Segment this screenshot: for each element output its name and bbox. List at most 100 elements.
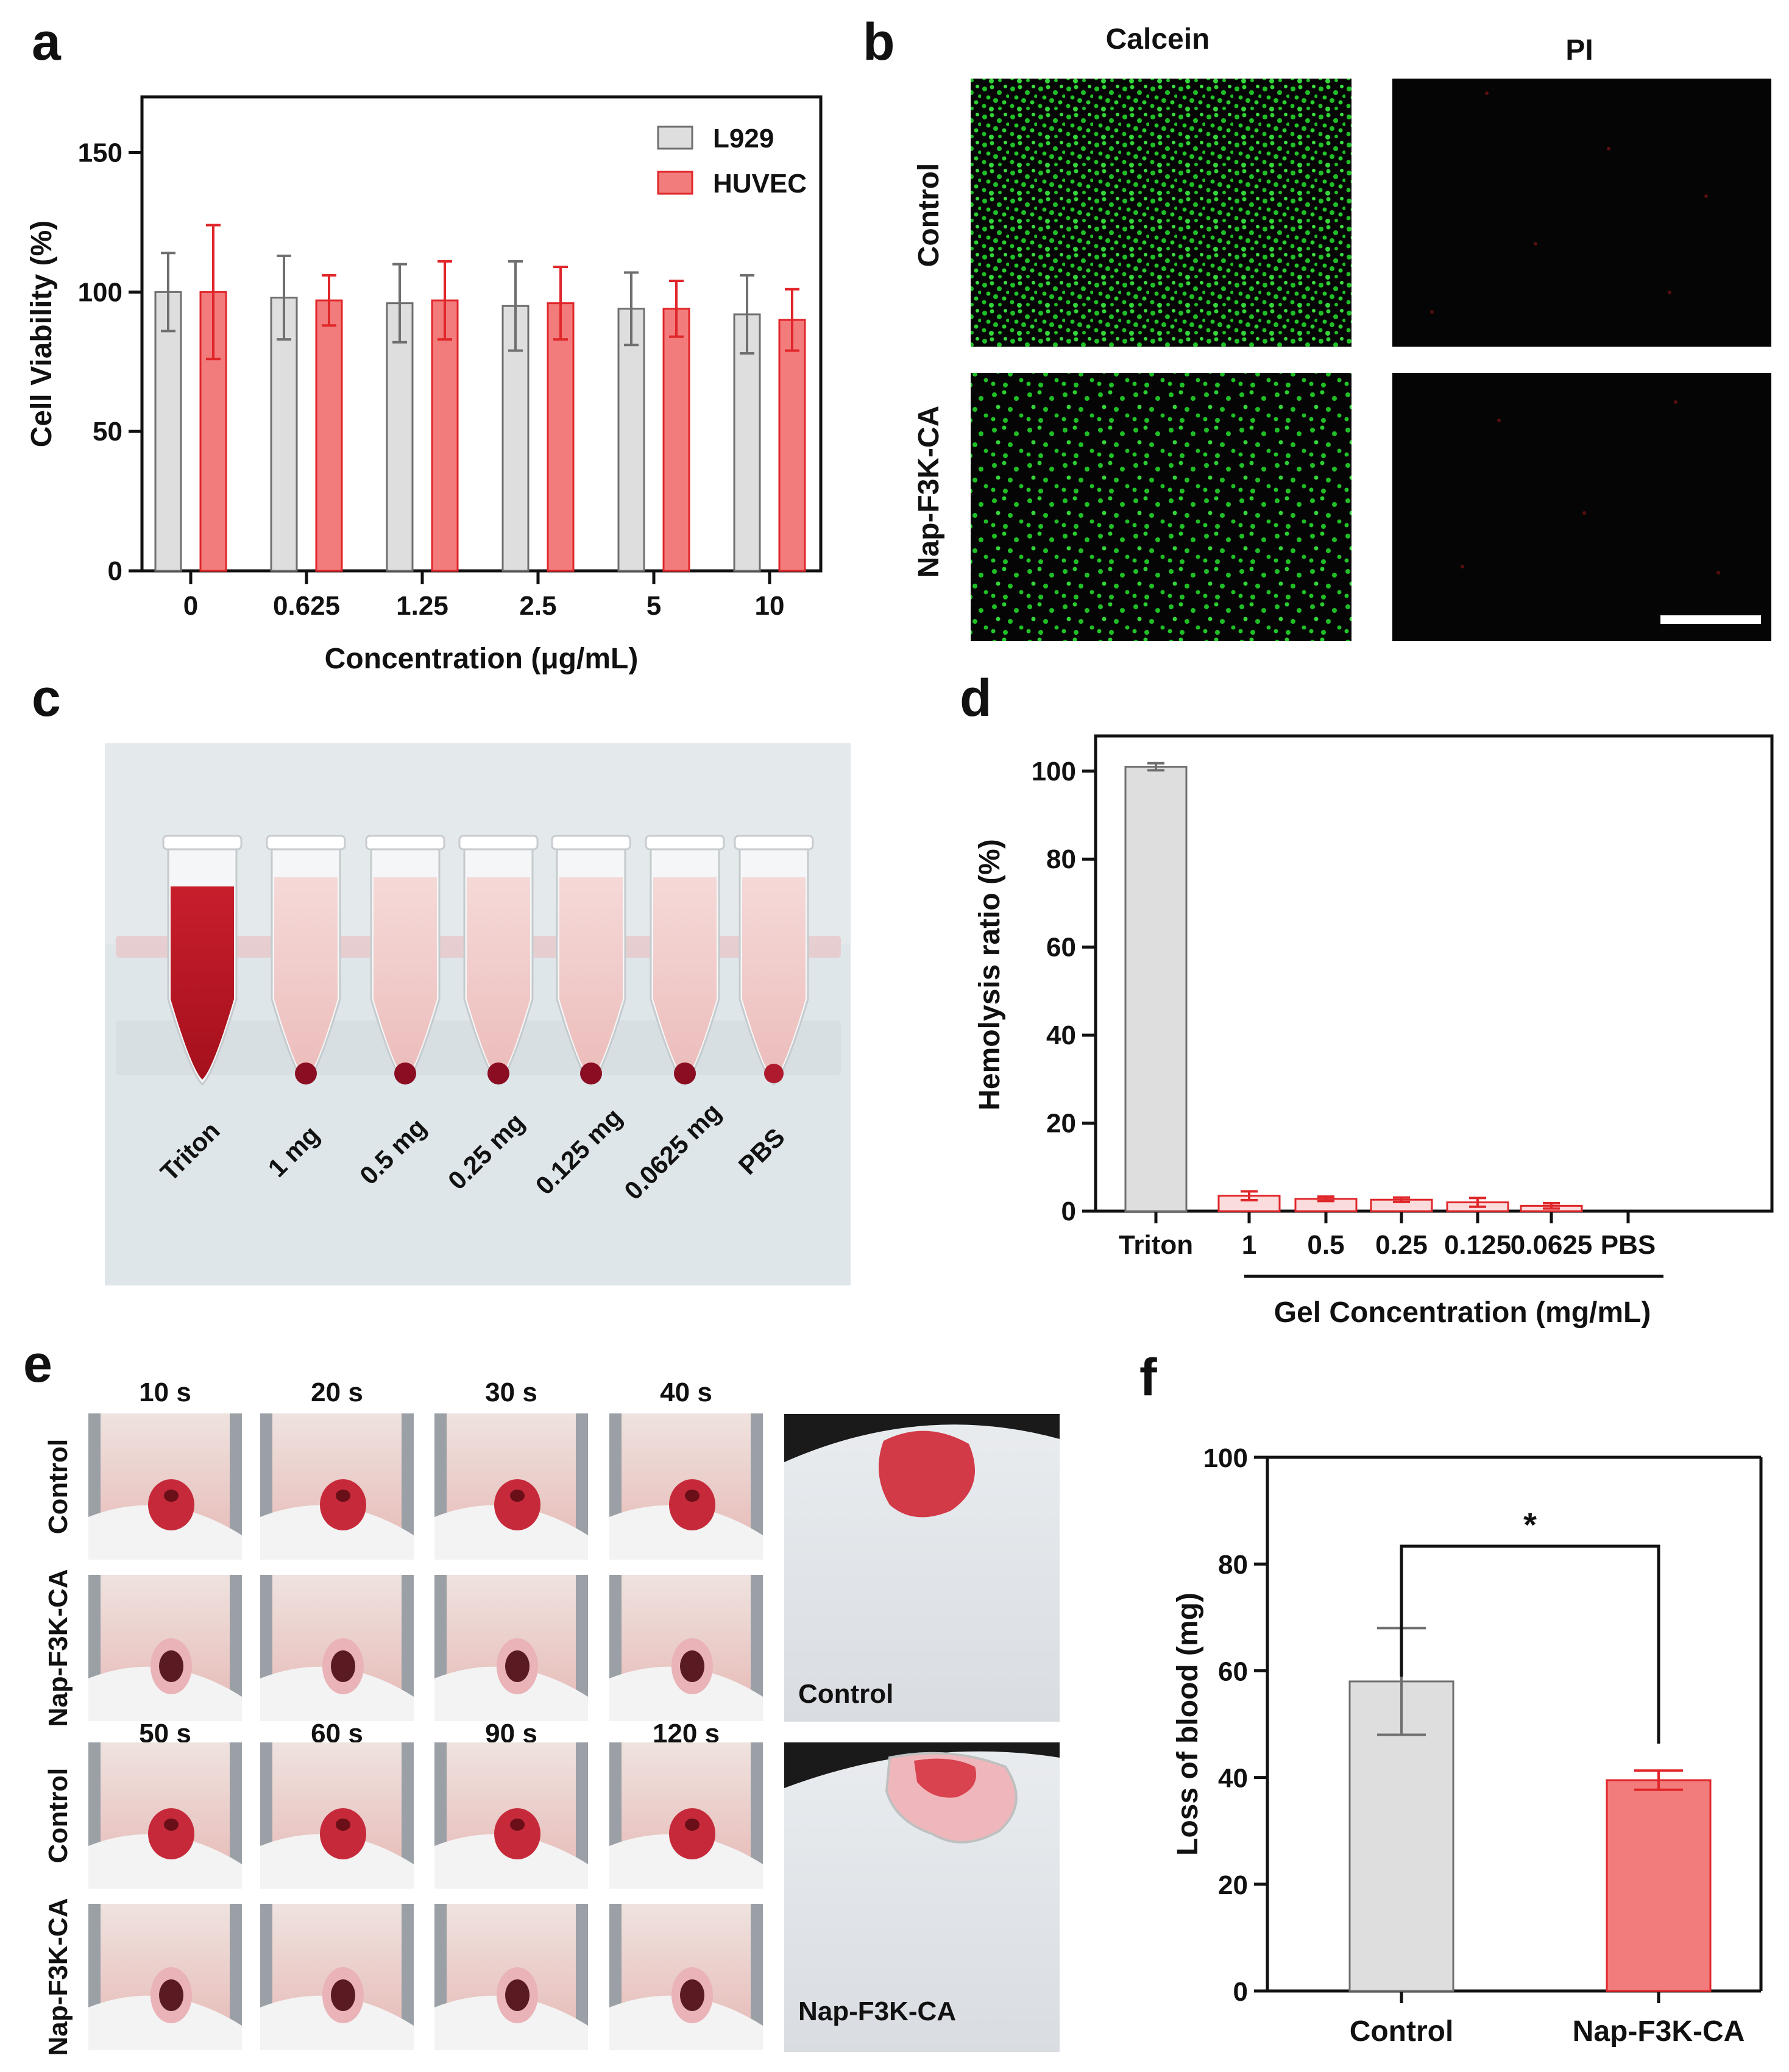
- tube-liquid: [171, 886, 234, 1080]
- time-label: 20 s: [311, 1377, 363, 1407]
- mouse-photo-paper: [260, 1666, 414, 1721]
- plot-frame: [1094, 734, 1774, 1213]
- bar-huvec: [315, 299, 343, 572]
- rbc-pellet: [295, 1063, 317, 1084]
- x-tick-label: Triton: [1119, 1230, 1193, 1260]
- bleeding-liver: [320, 1479, 366, 1530]
- y-tick-label: 150: [78, 138, 122, 168]
- y-tick-label: 0: [1061, 1197, 1076, 1226]
- x-tick-label: Nap-F3K-CA: [1573, 2015, 1745, 2048]
- tube-liquid: [559, 877, 623, 1080]
- bleeding-liver: [494, 1479, 540, 1530]
- liver-wound: [510, 1490, 525, 1502]
- bleeding-liver: [494, 1808, 540, 1859]
- pi-image-nap: [1392, 373, 1771, 641]
- y-tick-label: 20: [1046, 1109, 1076, 1139]
- mouse-photo-paper: [434, 1995, 588, 2050]
- panel-letter-b: b: [863, 13, 895, 71]
- legend: L929 HUVEC: [657, 124, 807, 199]
- chart-cell-viability: 0 50 100 150 0 0.625 1.25 2.5 5 10 L929 HUVEC Con…: [26, 95, 823, 675]
- panel-letter-c: c: [32, 669, 61, 727]
- fluorescence-panel: Calcein PI Control Nap-F3K-CA: [913, 23, 1771, 641]
- bar: [1606, 1779, 1712, 1992]
- photo-label-control: Control: [798, 1679, 893, 1709]
- bleeding-liver: [320, 1808, 366, 1859]
- y-tick-label: 40: [1218, 1764, 1248, 1794]
- tube-liquid: [374, 877, 437, 1080]
- y-tick-label: 60: [1046, 933, 1076, 963]
- liver-wound: [159, 1979, 183, 2011]
- bar-huvec: [778, 319, 806, 572]
- column-label-calcein: Calcein: [1106, 23, 1210, 55]
- liver-wound: [685, 1819, 700, 1831]
- tube-cap: [734, 835, 814, 850]
- tube-cap: [162, 835, 243, 850]
- y-tick-label: 60: [1218, 1657, 1248, 1686]
- row-label: Nap-F3K-CA: [43, 1569, 73, 1727]
- liver-wound: [336, 1490, 350, 1502]
- tube-liquid: [742, 877, 806, 1080]
- liver-wound: [680, 1650, 704, 1682]
- row-label: Nap-F3K-CA: [43, 1898, 73, 2056]
- plot-frame: [140, 95, 823, 573]
- calcein-image-nap: [971, 373, 1351, 641]
- mouse-photo-paper: [88, 1995, 242, 2050]
- x-axis-label: Gel Concentration (mg/mL): [1274, 1296, 1651, 1329]
- liver-wound: [685, 1490, 700, 1502]
- y-tick-label: 80: [1046, 844, 1076, 874]
- x-tick-label: 0.5: [1307, 1230, 1344, 1260]
- panel-letter-f: f: [1139, 1348, 1157, 1407]
- time-label: 40 s: [660, 1377, 712, 1407]
- row-label-control: Control: [913, 163, 945, 267]
- row-label: Control: [43, 1768, 73, 1863]
- pi-dots: [1430, 91, 1720, 575]
- time-label: 10 s: [139, 1377, 191, 1407]
- mouse-photo-paper: [434, 1666, 588, 1721]
- tube-cap: [551, 835, 631, 850]
- liver-wound: [331, 1979, 355, 2011]
- panel-letter-d: d: [960, 669, 992, 727]
- liver-wound: [505, 1650, 530, 1682]
- y-axis-label: Hemolysis ratio (%): [974, 839, 1006, 1110]
- x-tick-label: 2.5: [519, 591, 556, 621]
- liver-wound: [505, 1979, 530, 2011]
- tube-cap: [266, 835, 346, 850]
- x-tick-label: 1: [1242, 1230, 1256, 1260]
- x-tick-label: 0.25: [1375, 1230, 1428, 1260]
- x-axis-label: Concentration (μg/mL): [325, 643, 639, 675]
- bleeding-liver: [148, 1808, 194, 1859]
- time-label: 30 s: [485, 1377, 537, 1407]
- y-tick-label: 40: [1046, 1020, 1076, 1050]
- bar-huvec: [199, 291, 227, 572]
- liver-wound: [680, 1979, 704, 2011]
- y-tick-label: 80: [1218, 1550, 1248, 1580]
- bleeding-liver: [669, 1479, 715, 1530]
- mouse-photo-paper: [88, 1505, 242, 1560]
- row-label-nap: Nap-F3K-CA: [913, 406, 945, 578]
- mouse-photo-paper: [609, 1666, 763, 1721]
- x-tick-label: 0.625: [273, 591, 340, 621]
- mouse-photo-paper: [609, 1834, 763, 1889]
- mouse-photo-paper: [260, 1834, 414, 1889]
- liver-wound: [510, 1819, 525, 1831]
- liver-wound: [336, 1819, 350, 1831]
- y-tick-label: 50: [93, 417, 122, 447]
- x-tick-label: Control: [1350, 2015, 1454, 2048]
- y-tick-label: 100: [1032, 757, 1076, 787]
- legend-label: HUVEC: [713, 169, 807, 199]
- bar-l929: [154, 291, 182, 572]
- x-tick-label: 5: [647, 591, 661, 621]
- rbc-pellet: [674, 1063, 696, 1084]
- legend-swatch-l929: [657, 126, 693, 150]
- scale-bar: [1660, 615, 1761, 624]
- y-axis-label: Cell Viability (%): [26, 221, 58, 448]
- bleeding-liver: [148, 1479, 194, 1530]
- bar-huvec: [662, 308, 690, 572]
- bar-huvec: [547, 302, 575, 572]
- mouse-photo-paper: [88, 1834, 242, 1889]
- x-tick-label: 0.0625: [1511, 1230, 1593, 1260]
- y-tick-label: 20: [1218, 1870, 1248, 1900]
- tube-photo: Triton 1 mg 0.5 mg 0.25 mg 0.125 mg0.0625 mg…: [105, 743, 851, 1285]
